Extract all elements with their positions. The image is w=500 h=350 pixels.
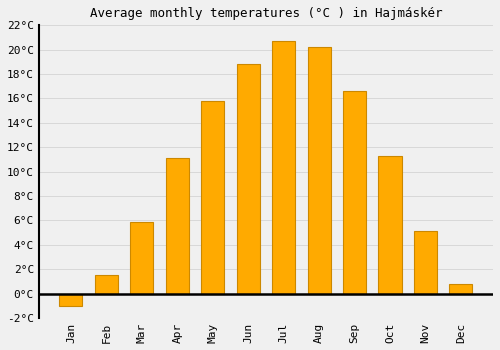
Bar <box>166 158 189 294</box>
Bar <box>130 222 154 294</box>
Bar <box>414 231 437 294</box>
Bar <box>60 294 82 306</box>
Bar <box>201 101 224 294</box>
Title: Average monthly temperatures (°C ) in Hajmáskér: Average monthly temperatures (°C ) in Ha… <box>90 7 442 20</box>
Bar <box>236 64 260 294</box>
Bar <box>378 156 402 294</box>
Bar <box>272 41 295 294</box>
Bar <box>308 47 330 294</box>
Bar <box>450 284 472 294</box>
Bar <box>343 91 366 294</box>
Bar <box>95 275 118 294</box>
